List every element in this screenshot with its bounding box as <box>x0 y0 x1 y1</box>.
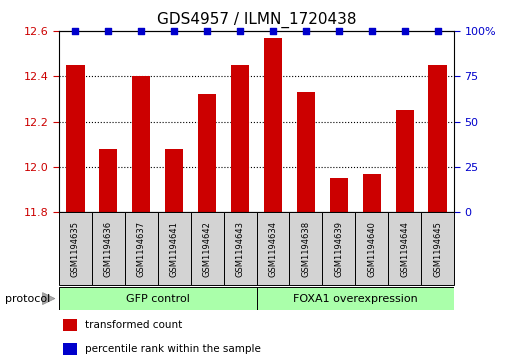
Text: GSM1194645: GSM1194645 <box>433 221 442 277</box>
Bar <box>297 92 315 212</box>
Bar <box>66 65 85 212</box>
FancyBboxPatch shape <box>125 212 158 285</box>
FancyBboxPatch shape <box>322 212 355 285</box>
FancyBboxPatch shape <box>256 287 454 310</box>
Bar <box>264 38 282 212</box>
Point <box>104 28 112 34</box>
Bar <box>100 149 117 212</box>
FancyBboxPatch shape <box>92 212 125 285</box>
Point <box>302 28 310 34</box>
FancyBboxPatch shape <box>256 212 289 285</box>
Bar <box>132 76 150 212</box>
FancyBboxPatch shape <box>224 212 256 285</box>
Bar <box>330 178 348 212</box>
Text: GSM1194640: GSM1194640 <box>367 221 376 277</box>
Text: GSM1194642: GSM1194642 <box>203 221 212 277</box>
Text: transformed count: transformed count <box>85 320 182 330</box>
Point <box>433 28 442 34</box>
Text: GSM1194643: GSM1194643 <box>235 221 245 277</box>
Point <box>71 28 80 34</box>
Bar <box>63 343 77 355</box>
FancyBboxPatch shape <box>355 212 388 285</box>
Point <box>203 28 211 34</box>
Point <box>334 28 343 34</box>
Bar <box>363 174 381 212</box>
Text: GSM1194639: GSM1194639 <box>334 221 343 277</box>
Point <box>137 28 145 34</box>
Point <box>170 28 179 34</box>
FancyBboxPatch shape <box>158 212 191 285</box>
Bar <box>63 319 77 331</box>
Text: GSM1194634: GSM1194634 <box>268 221 278 277</box>
Point <box>269 28 277 34</box>
Text: GSM1194635: GSM1194635 <box>71 221 80 277</box>
FancyBboxPatch shape <box>59 287 256 310</box>
Bar <box>396 110 413 212</box>
Point <box>368 28 376 34</box>
Title: GDS4957 / ILMN_1720438: GDS4957 / ILMN_1720438 <box>157 12 356 28</box>
FancyBboxPatch shape <box>289 212 322 285</box>
Text: GSM1194641: GSM1194641 <box>170 221 179 277</box>
Point <box>236 28 244 34</box>
Text: percentile rank within the sample: percentile rank within the sample <box>85 344 261 354</box>
Text: FOXA1 overexpression: FOXA1 overexpression <box>293 294 418 303</box>
Bar <box>198 94 216 212</box>
Text: GSM1194636: GSM1194636 <box>104 221 113 277</box>
Bar <box>231 65 249 212</box>
Bar <box>165 149 183 212</box>
Text: protocol: protocol <box>5 294 50 303</box>
FancyBboxPatch shape <box>388 212 421 285</box>
FancyBboxPatch shape <box>59 212 92 285</box>
Polygon shape <box>43 293 55 305</box>
FancyBboxPatch shape <box>421 212 454 285</box>
Bar <box>428 65 447 212</box>
Text: GSM1194637: GSM1194637 <box>137 221 146 277</box>
Text: GSM1194638: GSM1194638 <box>301 221 310 277</box>
FancyBboxPatch shape <box>191 212 224 285</box>
Text: GSM1194644: GSM1194644 <box>400 221 409 277</box>
Point <box>401 28 409 34</box>
Text: GFP control: GFP control <box>126 294 190 303</box>
